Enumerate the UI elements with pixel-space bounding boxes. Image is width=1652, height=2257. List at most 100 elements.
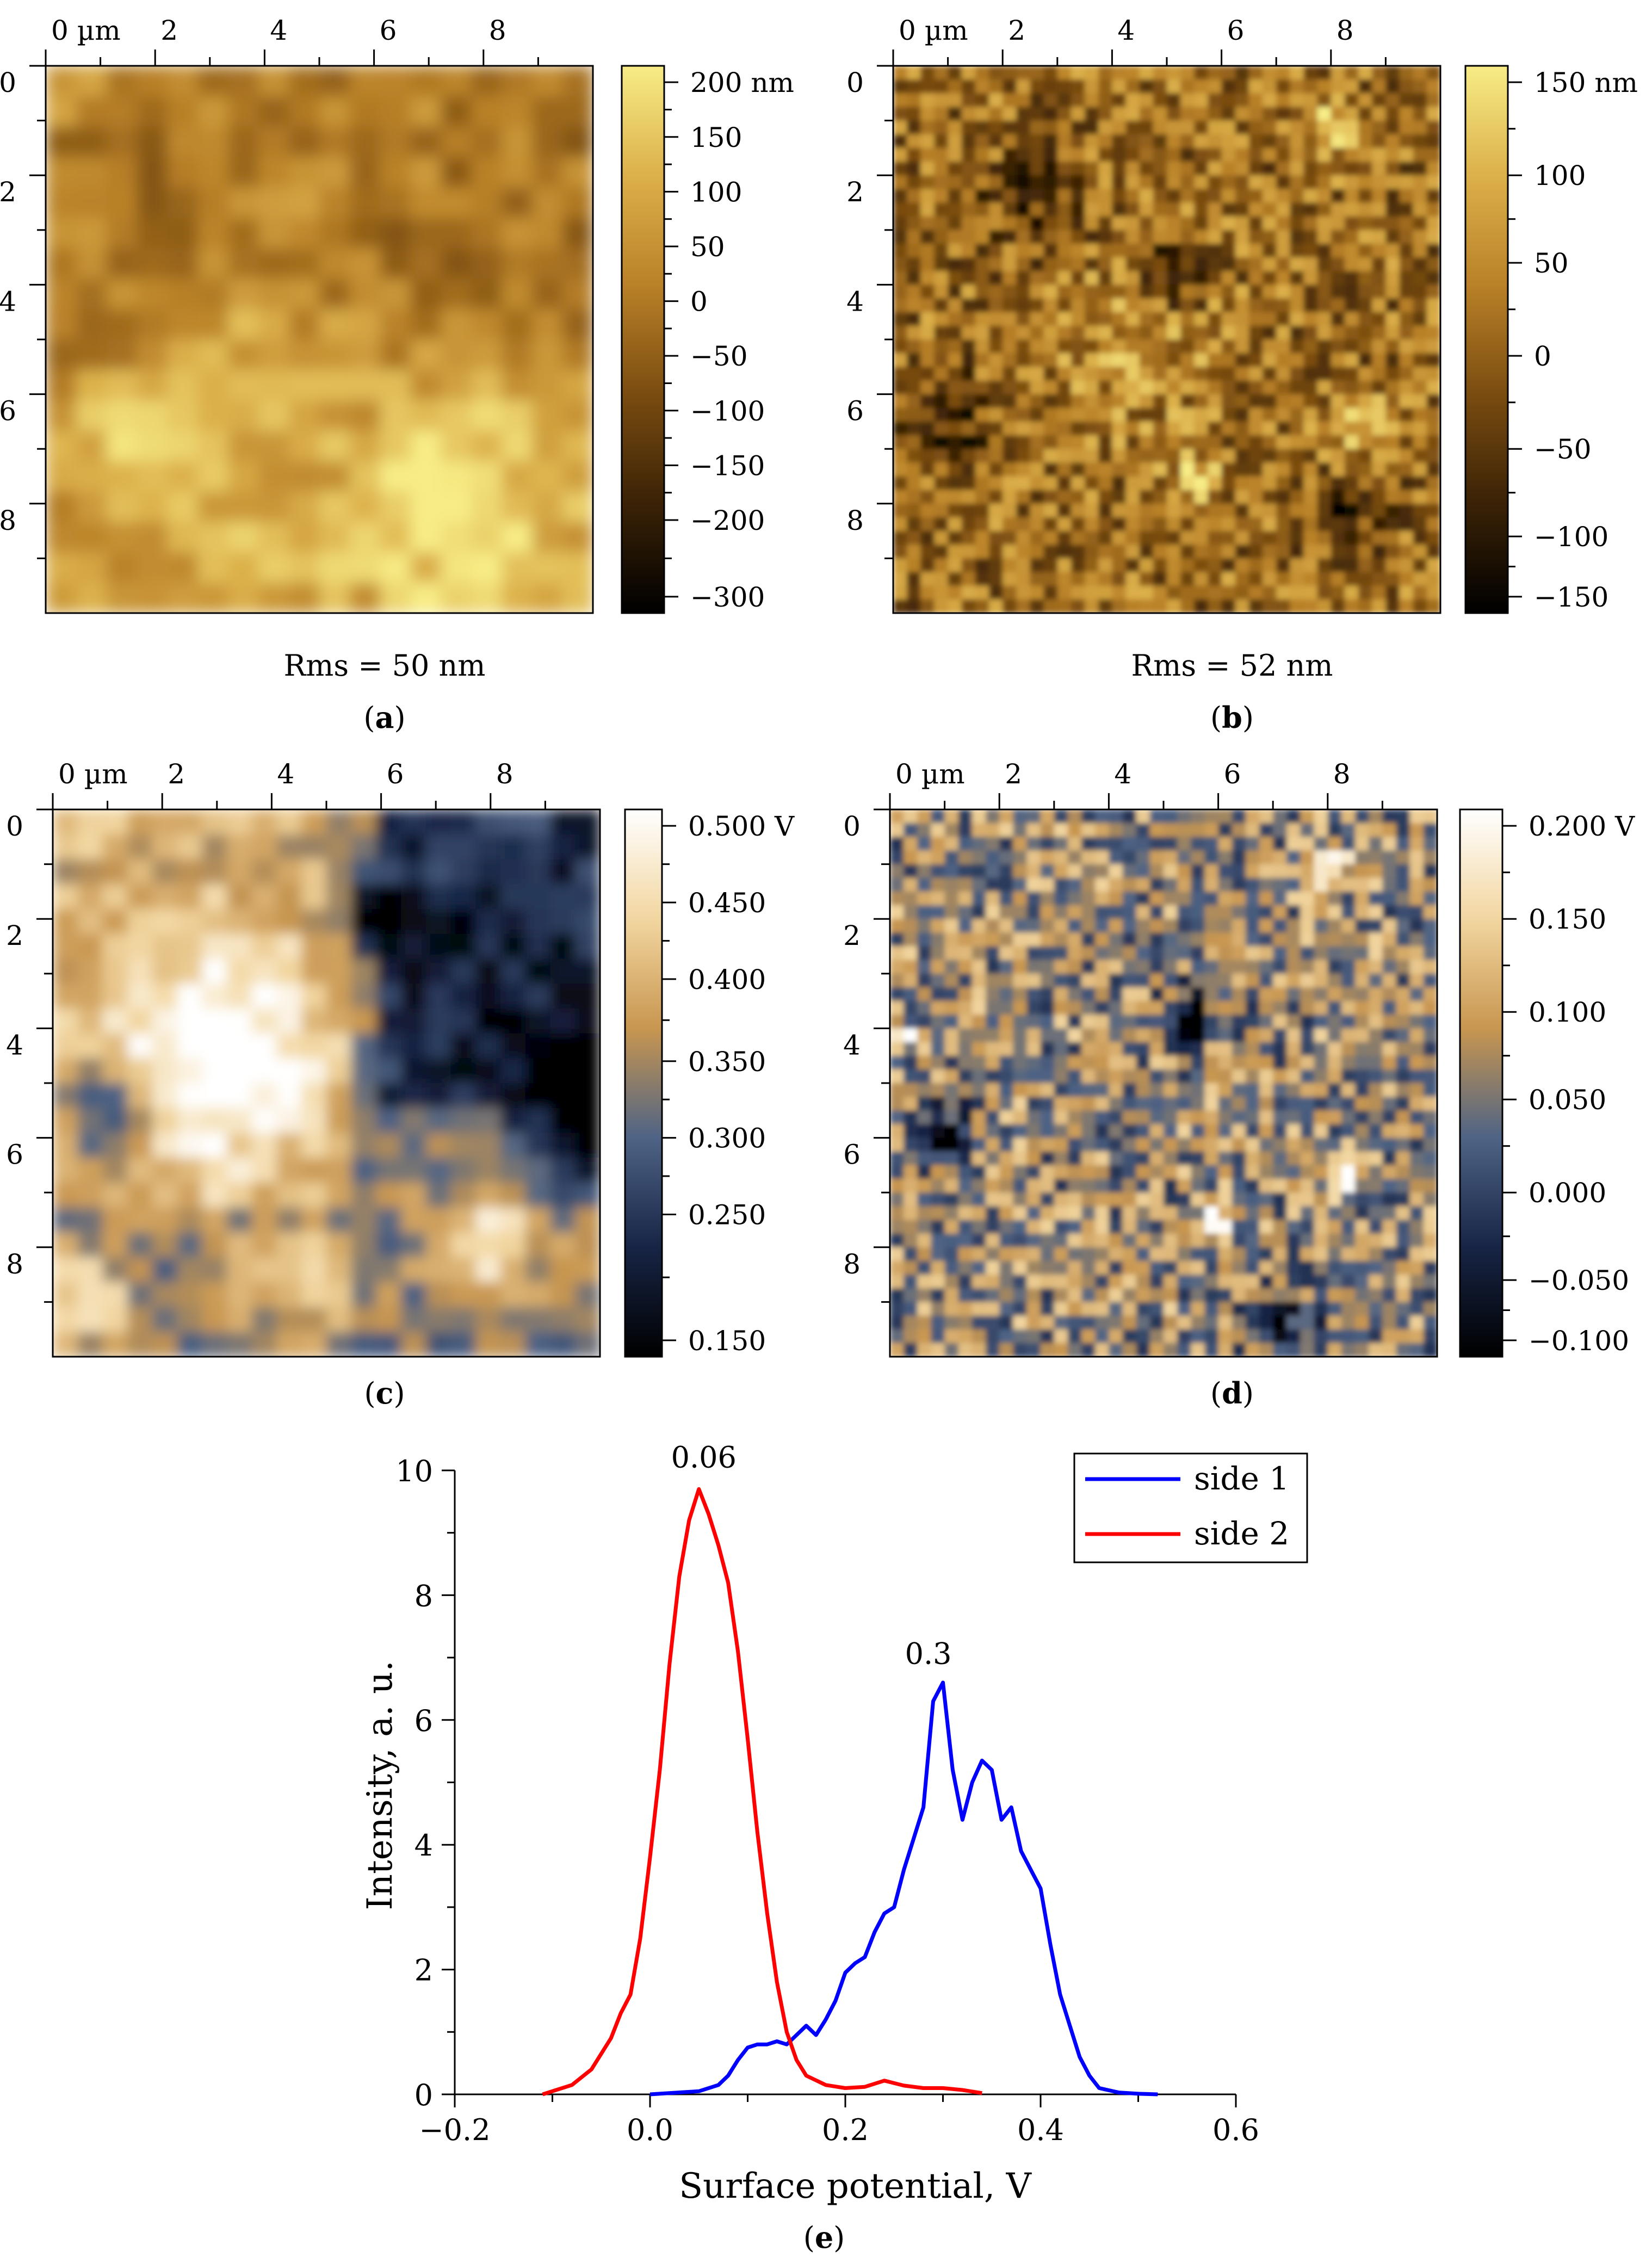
colorbar-tick-label: 0 (1534, 341, 1551, 372)
x-tick-label: 6 (1227, 15, 1245, 46)
colorbar-tick-label: 0.000 (1529, 1177, 1606, 1209)
y-tick-label: 10 (395, 1454, 433, 1488)
x-tick-label: 4 (277, 758, 294, 790)
legend-label-side-1: side 1 (1194, 1460, 1289, 1497)
x-tick-label: 8 (489, 15, 506, 46)
x-tick-label: 2 (1008, 15, 1025, 46)
x-tick-label: 0 µm (58, 758, 128, 790)
x-tick-label: 0.4 (1017, 2113, 1064, 2147)
x-tick-label: 0.2 (822, 2113, 869, 2147)
y-tick-label: 4 (0, 286, 16, 317)
x-axis-b: 0 µm 2 4 6 8 (892, 15, 1387, 66)
x-tick-label: 0 µm (895, 758, 965, 790)
x-axis-c: 0 µm 2 4 6 8 (52, 758, 546, 809)
colorbar-tick-label: 150 nm (1534, 67, 1638, 98)
chart-series (542, 1487, 1158, 2097)
colorbar-tick-label: −0.050 (1529, 1265, 1629, 1296)
panel-caption-d: (d) (1210, 1376, 1254, 1411)
y-axis-d: 0 2 4 6 8 (843, 808, 890, 1303)
colorbar-tick-label: 0.050 (1529, 1084, 1606, 1116)
colorbar-tick-label: 0.200 V (1529, 811, 1635, 842)
histogram-chart: −0.2 0.0 0.2 0.4 0.6 0 2 4 6 8 10 0.06 0.3 Surface … (360, 1440, 1308, 2255)
panel-caption-c: (c) (364, 1376, 405, 1411)
colorbar-d: 0.200 V 0.150 0.100 0.050 0.000 −0.050 −0.100 (1459, 808, 1635, 1358)
legend-label-side-2: side 2 (1194, 1515, 1289, 1552)
colorbar-tick-label: 150 (690, 122, 742, 153)
colorbar-tick-label: 50 (690, 231, 725, 263)
y-tick-label: 4 (414, 1828, 433, 1863)
panel-caption-e: (e) (803, 2220, 845, 2255)
afm-map-a (46, 66, 593, 613)
colorbar-tick-label: −100 (1534, 521, 1608, 553)
colorbar-tick-label: 0.350 (688, 1046, 766, 1078)
colorbar-gradient (621, 65, 665, 614)
x-tick-label: 8 (1333, 758, 1351, 790)
y-tick-label: 2 (846, 176, 864, 208)
x-tick-label: −0.2 (419, 2113, 490, 2147)
series-line-side-1 (649, 1680, 1158, 2097)
x-tick-label: 0 µm (51, 15, 121, 46)
panel-b: 0 µm 2 4 6 8 0 2 4 6 8 150 nm 100 50 0 −50 −100 −150 R… (846, 15, 1638, 735)
y-tick-label: 0 (843, 811, 861, 842)
panel-caption-a: (a) (363, 700, 405, 735)
y-axis-c: 0 2 4 6 8 (6, 808, 53, 1303)
x-tick-label: 2 (1005, 758, 1022, 790)
panel-d: 0 µm 2 4 6 8 0 2 4 6 8 0.200 V 0.150 0.100 0.050 0.0… (843, 758, 1635, 1411)
y-tick-label: 8 (414, 1579, 433, 1613)
panel-c: 0 µm 2 4 6 8 0 2 4 6 8 0.500 V 0.450 0.400 0.350 0.3… (6, 758, 795, 1411)
colorbar-tick-label: 0.450 (688, 887, 766, 919)
colorbar-tick-label: 0 (690, 286, 708, 318)
x-tick-label: 6 (380, 15, 397, 46)
colorbar-tick-label: 200 nm (690, 67, 794, 98)
colorbar-tick-label: −50 (690, 341, 748, 372)
colorbar-gradient (624, 808, 663, 1358)
colorbar-tick-label: 0.150 (1529, 904, 1606, 935)
colorbar-tick-label: −150 (1534, 582, 1608, 613)
y-tick-label: 0 (414, 2078, 433, 2112)
x-tick-label: 2 (160, 15, 178, 46)
x-tick-label: 0 µm (899, 15, 968, 46)
x-tick-label: 4 (1117, 15, 1135, 46)
panel-caption-b: (b) (1210, 700, 1254, 735)
legend: side 1 side 2 (1073, 1452, 1308, 1563)
x-tick-label: 6 (387, 758, 404, 790)
x-tick-label: 6 (1224, 758, 1241, 790)
x-tick-label: 8 (1337, 15, 1354, 46)
y-tick-label: 6 (846, 395, 864, 427)
y-axis-a: 0 2 4 6 8 (0, 65, 46, 559)
legend-box (1073, 1452, 1308, 1563)
colorbar-c: 0.500 V 0.450 0.400 0.350 0.300 0.250 0.150 (624, 808, 795, 1358)
x-axis-d: 0 µm 2 4 6 8 (889, 758, 1383, 809)
x-tick-label: 0.0 (627, 2113, 673, 2147)
peak-annotation: 0.06 (671, 1440, 737, 1474)
colorbar-gradient (1459, 808, 1503, 1358)
y-tick-label: 2 (414, 1953, 433, 1988)
colorbar-a: 200 nm 150 100 50 0 −50 −100 −150 −200 −300 (621, 65, 794, 614)
peak-annotation: 0.3 (905, 1637, 952, 1671)
y-tick-label: 6 (6, 1139, 23, 1171)
rms-label-a: Rms = 50 nm (283, 648, 485, 683)
colorbar-tick-label: 0.150 (688, 1325, 766, 1357)
y-tick-label: 6 (843, 1139, 861, 1171)
y-tick-label: 6 (414, 1704, 433, 1738)
y-axis-title: Intensity, a. u. (360, 1660, 400, 1910)
y-tick-label: 2 (0, 176, 16, 208)
series-line-side-2 (542, 1487, 982, 2097)
x-tick-label: 4 (1114, 758, 1131, 790)
chart-annotations: 0.06 0.3 (671, 1440, 952, 1671)
x-tick-label: 4 (270, 15, 287, 46)
y-tick-label: 6 (0, 395, 16, 427)
colorbar-tick-label: 100 (1534, 160, 1586, 191)
colorbar-gradient (1464, 65, 1509, 614)
chart-axes: −0.2 0.0 0.2 0.4 0.6 0 2 4 6 8 10 (395, 1454, 1259, 2147)
rms-label-b: Rms = 52 nm (1131, 648, 1333, 683)
y-tick-label: 8 (846, 505, 864, 536)
y-axis-b: 0 2 4 6 8 (846, 65, 893, 559)
y-tick-label: 4 (843, 1029, 861, 1061)
colorbar-tick-label: −200 (690, 505, 765, 536)
colorbar-tick-label: −100 (690, 395, 765, 427)
x-axis-title: Surface potential, V (679, 2166, 1032, 2206)
colorbar-tick-label: −50 (1534, 434, 1592, 465)
colorbar-tick-label: −150 (690, 450, 765, 481)
